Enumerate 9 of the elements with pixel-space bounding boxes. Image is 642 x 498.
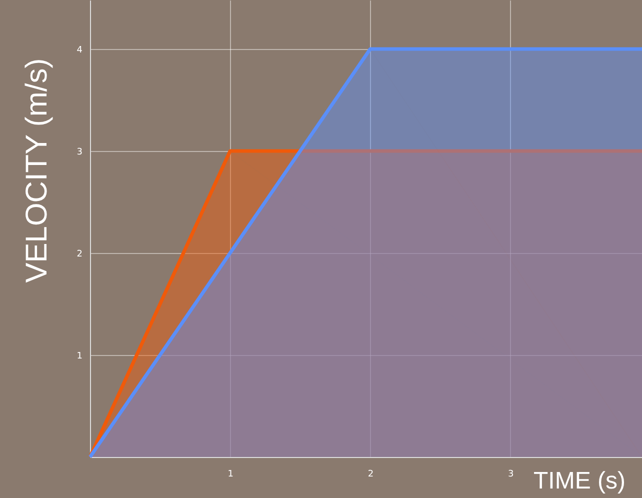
y-tick-label: 4 [76, 45, 83, 56]
x-tick-label: 1 [228, 470, 234, 480]
x-axis-title: TIME (s) [534, 468, 626, 494]
y-axis-title: VELOCITY (m/s) [20, 58, 54, 283]
y-tick-label: 3 [76, 147, 82, 158]
y-tick-label: 2 [76, 249, 82, 260]
x-tick-label: 2 [368, 470, 374, 480]
y-tick-label: 1 [76, 351, 82, 362]
x-tick-label: 3 [508, 470, 514, 480]
